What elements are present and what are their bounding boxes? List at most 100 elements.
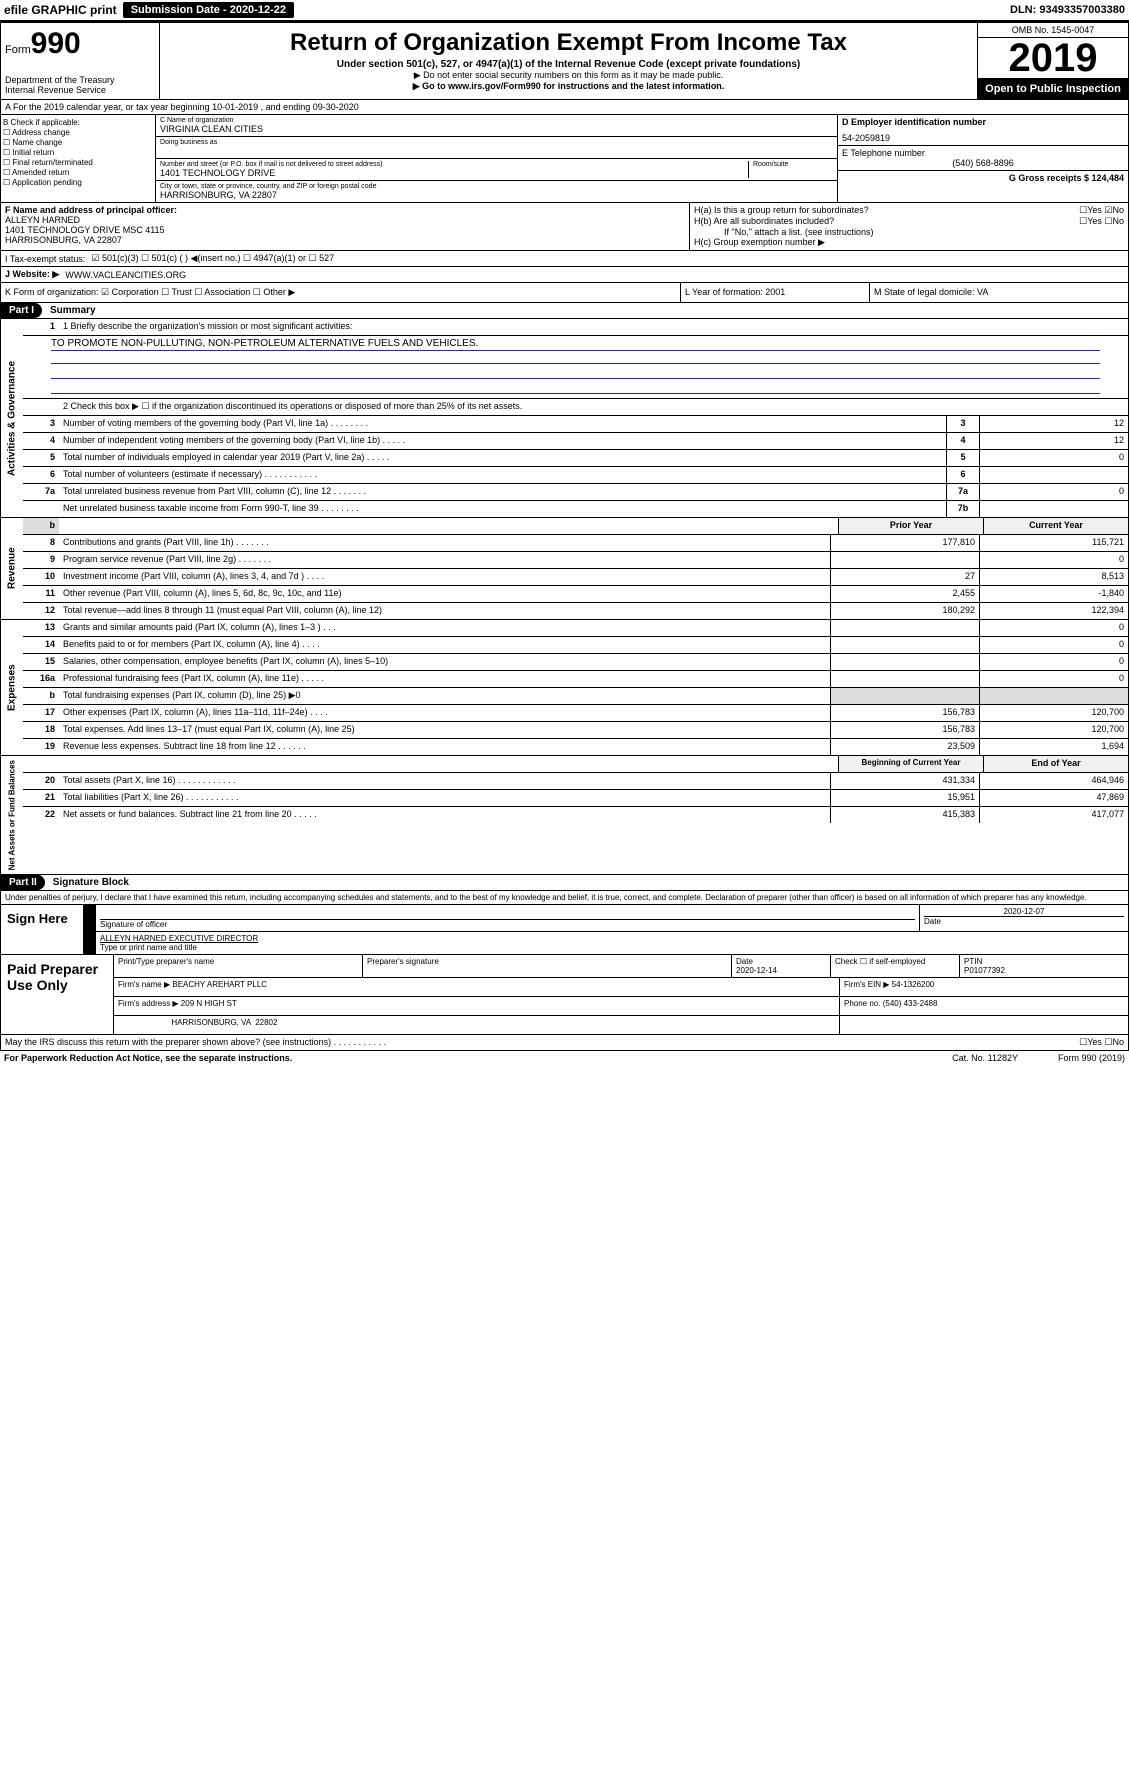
- hb-label: H(b) Are all subordinates included?: [694, 216, 1079, 227]
- tax-exempt-opts[interactable]: ☑ 501(c)(3) ☐ 501(c) ( ) ◀(insert no.) ☐…: [91, 253, 334, 264]
- summary-line: bTotal fundraising expenses (Part IX, co…: [23, 687, 1128, 704]
- date-label: Date: [924, 916, 1124, 926]
- netassets-tab: Net Assets or Fund Balances: [1, 756, 23, 874]
- curr-year-hdr: Current Year: [983, 518, 1128, 534]
- org-city: HARRISONBURG, VA 22807: [160, 190, 833, 200]
- summary-line: 6Total number of volunteers (estimate if…: [23, 466, 1128, 483]
- part-i-header: Part I Summary: [0, 303, 1129, 319]
- arrow-icon: [84, 932, 96, 954]
- summary-line: 4Number of independent voting members of…: [23, 432, 1128, 449]
- summary-line: 13Grants and similar amounts paid (Part …: [23, 620, 1128, 636]
- state-domicile: M State of legal domicile: VA: [870, 283, 1128, 302]
- summary-line: 9Program service revenue (Part VIII, lin…: [23, 551, 1128, 568]
- row-j: J Website: ▶ WWW.VACLEANCITIES.ORG: [0, 267, 1129, 283]
- officer-name: ALLEYN HARNED: [5, 215, 685, 225]
- part-i-badge: Part I: [1, 303, 42, 318]
- mission-text-area: TO PROMOTE NON-PULLUTING, NON-PETROLEUM …: [23, 335, 1128, 398]
- form-header: Form990 Department of the Treasury Inter…: [0, 22, 1129, 100]
- arrow-icon: [84, 905, 96, 931]
- summary-line: 20Total assets (Part X, line 16) . . . .…: [23, 772, 1128, 789]
- form-of-org[interactable]: K Form of organization: ☑ Corporation ☐ …: [1, 283, 681, 302]
- discuss-a[interactable]: ☐Yes ☐No: [1079, 1037, 1124, 1048]
- org-address: 1401 TECHNOLOGY DRIVE: [160, 168, 748, 178]
- part-i-title: Summary: [42, 305, 96, 316]
- block-b-c-d: B Check if applicable: ☐ Address change …: [0, 115, 1129, 203]
- row-i: I Tax-exempt status: ☑ 501(c)(3) ☐ 501(c…: [0, 251, 1129, 267]
- mission-text: TO PROMOTE NON-PULLUTING, NON-PETROLEUM …: [51, 338, 1100, 351]
- col-b-checkboxes: B Check if applicable: ☐ Address change …: [1, 115, 156, 202]
- ha-answer[interactable]: ☐Yes ☑No: [1079, 205, 1124, 216]
- org-name: VIRGINIA CLEAN CITIES: [160, 124, 833, 134]
- city-label: City or town, state or province, country…: [160, 183, 833, 190]
- gross-receipts: G Gross receipts $ 124,484: [842, 173, 1124, 183]
- form-ref: Form 990 (2019): [1058, 1053, 1125, 1063]
- summary-line: 8Contributions and grants (Part VIII, li…: [23, 534, 1128, 551]
- col-d: D Employer identification number 54-2059…: [837, 115, 1128, 202]
- col-c: C Name of organization VIRGINIA CLEAN CI…: [156, 115, 837, 202]
- firm-ein: Firm's EIN ▶ 54-1326200: [840, 978, 1128, 996]
- cb-address-change[interactable]: ☐ Address change: [3, 128, 153, 137]
- cb-amended[interactable]: ☐ Amended return: [3, 168, 153, 177]
- ein-label: D Employer identification number: [842, 117, 1124, 127]
- cb-application-pending[interactable]: ☐ Application pending: [3, 178, 153, 187]
- perjury-text: Under penalties of perjury, I declare th…: [0, 891, 1129, 905]
- phone-label: E Telephone number: [842, 148, 1124, 158]
- summary-line: 3Number of voting members of the governi…: [23, 415, 1128, 432]
- summary-line: 12Total revenue—add lines 8 through 11 (…: [23, 602, 1128, 619]
- year-formation: L Year of formation: 2001: [681, 283, 870, 302]
- cat-no: Cat. No. 11282Y: [952, 1053, 1018, 1063]
- section-a: A For the 2019 calendar year, or tax yea…: [0, 100, 1129, 115]
- firm-phone: Phone no. (540) 433-2488: [840, 997, 1128, 1015]
- phone-value: (540) 568-8896: [842, 158, 1124, 168]
- tax-year: 2019: [978, 38, 1128, 79]
- summary-line: 21Total liabilities (Part X, line 26) . …: [23, 789, 1128, 806]
- governance-tab: Activities & Governance: [1, 319, 23, 517]
- ha-label: H(a) Is this a group return for subordin…: [694, 205, 1079, 216]
- top-bar: efile GRAPHIC print Submission Date - 20…: [0, 0, 1129, 22]
- expenses-tab: Expenses: [1, 620, 23, 755]
- submission-date-button[interactable]: Submission Date - 2020-12-22: [123, 2, 294, 18]
- sign-block: Sign Here Signature of officer 2020-12-0…: [0, 905, 1129, 955]
- revenue-tab: Revenue: [1, 518, 23, 619]
- self-employed-cb[interactable]: Check ☐ if self-employed: [831, 955, 960, 977]
- summary-line: 5Total number of individuals employed in…: [23, 449, 1128, 466]
- sign-here-label: Sign Here: [1, 905, 84, 954]
- firm-city: HARRISONBURG, VA 22802: [114, 1016, 840, 1034]
- expenses-section: Expenses 13Grants and similar amounts pa…: [0, 620, 1129, 756]
- sign-date: 2020-12-07: [924, 907, 1124, 916]
- netassets-section: Net Assets or Fund Balances Beginning of…: [0, 756, 1129, 875]
- note-link: ▶ Go to www.irs.gov/Form990 for instruct…: [164, 81, 973, 92]
- sig-label: Signature of officer: [100, 919, 915, 929]
- summary-line: 7aTotal unrelated business revenue from …: [23, 483, 1128, 500]
- officer-label: F Name and address of principal officer:: [5, 205, 685, 215]
- end-year-hdr: End of Year: [983, 756, 1128, 772]
- dln-label: DLN: 93493357003380: [1010, 4, 1125, 16]
- preparer-sig-hdr: Preparer's signature: [363, 955, 732, 977]
- paid-preparer-block: Paid Preparer Use Only Print/Type prepar…: [0, 955, 1129, 1035]
- tax-exempt-label: I Tax-exempt status:: [5, 254, 85, 264]
- hb-answer[interactable]: ☐Yes ☐No: [1079, 216, 1124, 227]
- summary-line: 11Other revenue (Part VIII, column (A), …: [23, 585, 1128, 602]
- bottom-footer: For Paperwork Reduction Act Notice, see …: [0, 1051, 1129, 1065]
- officer-addr2: HARRISONBURG, VA 22807: [5, 235, 685, 245]
- begin-year-hdr: Beginning of Current Year: [838, 756, 983, 772]
- cb-name-change[interactable]: ☐ Name change: [3, 138, 153, 147]
- paperwork-notice: For Paperwork Reduction Act Notice, see …: [4, 1053, 952, 1063]
- note-ssn: ▶ Do not enter social security numbers o…: [164, 70, 973, 81]
- hb-note: If "No," attach a list. (see instruction…: [694, 227, 1124, 237]
- cb-final-return[interactable]: ☐ Final return/terminated: [3, 158, 153, 167]
- summary-line: 17Other expenses (Part IX, column (A), l…: [23, 704, 1128, 721]
- summary-line: 14Benefits paid to or for members (Part …: [23, 636, 1128, 653]
- dept-label: Department of the Treasury Internal Reve…: [5, 75, 155, 95]
- form-title: Return of Organization Exempt From Incom…: [164, 29, 973, 57]
- discuss-footer: May the IRS discuss this return with the…: [0, 1035, 1129, 1051]
- ptin: PTIN P01077392: [960, 955, 1128, 977]
- officer-printed: ALLEYN HARNED EXECUTIVE DIRECTOR: [100, 934, 1124, 943]
- preparer-name-hdr: Print/Type preparer's name: [114, 955, 363, 977]
- revenue-section: Revenue bPrior YearCurrent Year 8Contrib…: [0, 518, 1129, 620]
- open-inspection-label: Open to Public Inspection: [978, 79, 1128, 99]
- website-value[interactable]: WWW.VACLEANCITIES.ORG: [65, 270, 186, 280]
- cb-initial-return[interactable]: ☐ Initial return: [3, 148, 153, 157]
- row-k: K Form of organization: ☑ Corporation ☐ …: [0, 283, 1129, 303]
- row-f-h: F Name and address of principal officer:…: [0, 203, 1129, 251]
